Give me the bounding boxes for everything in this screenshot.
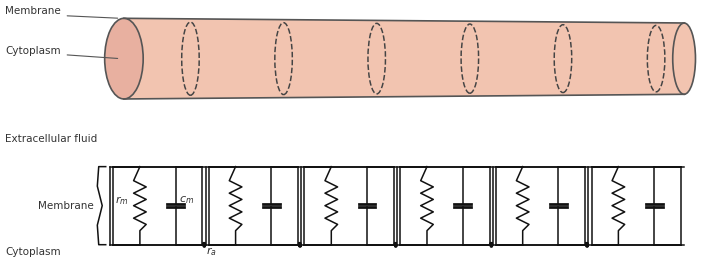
Text: Cytoplasm: Cytoplasm xyxy=(5,46,60,56)
Polygon shape xyxy=(124,18,684,99)
Text: Cytoplasm: Cytoplasm xyxy=(5,247,60,257)
Ellipse shape xyxy=(673,23,695,94)
Text: Extracellular fluid: Extracellular fluid xyxy=(5,134,97,144)
Text: $c_m$: $c_m$ xyxy=(179,195,194,206)
Text: $r_a$: $r_a$ xyxy=(206,246,217,258)
Text: $r_m$: $r_m$ xyxy=(115,194,129,207)
Ellipse shape xyxy=(105,18,143,99)
Text: Membrane: Membrane xyxy=(38,201,93,211)
Text: Membrane: Membrane xyxy=(5,6,60,16)
